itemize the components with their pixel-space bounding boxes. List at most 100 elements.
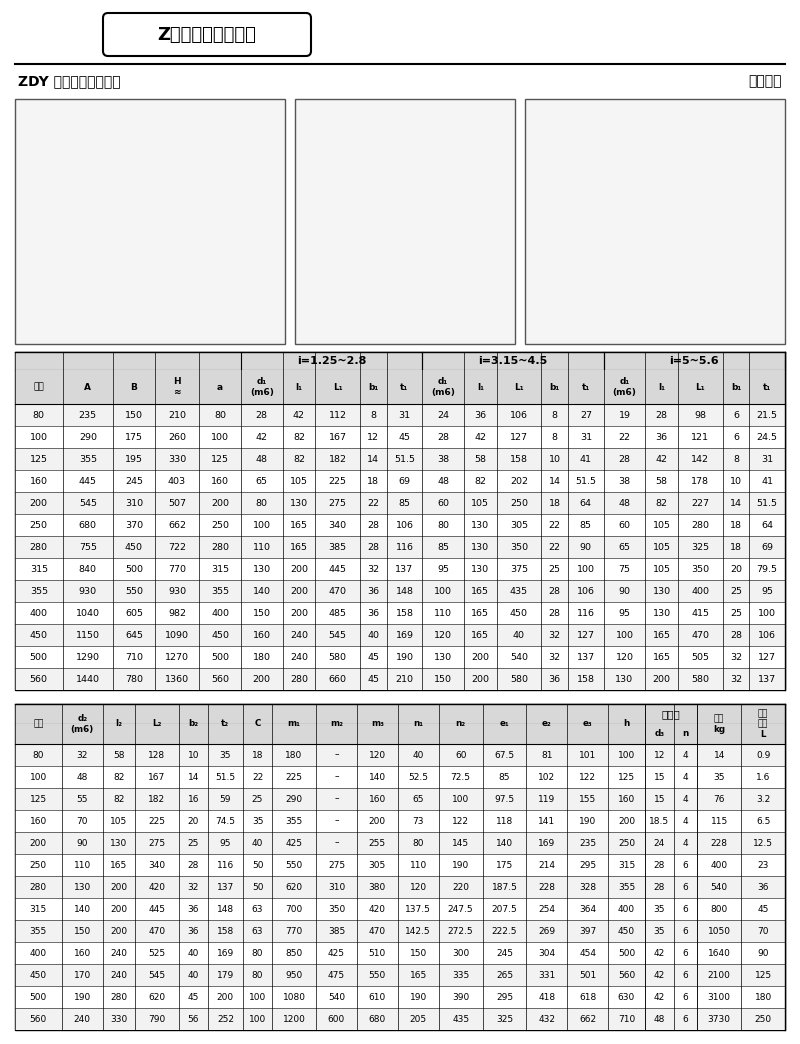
- Text: n₂: n₂: [455, 719, 466, 729]
- Text: 31: 31: [580, 432, 592, 442]
- Text: 315: 315: [30, 565, 48, 573]
- Text: 6.5: 6.5: [756, 816, 770, 826]
- Text: 80: 80: [252, 949, 263, 957]
- Text: 6: 6: [682, 1015, 689, 1023]
- Text: 200: 200: [30, 498, 48, 507]
- Text: 420: 420: [369, 904, 386, 914]
- Text: 81: 81: [541, 751, 553, 759]
- Text: 280: 280: [211, 543, 229, 551]
- Text: 28: 28: [618, 454, 630, 464]
- Text: 42: 42: [654, 993, 665, 1001]
- Text: L₂: L₂: [152, 719, 162, 729]
- Text: H
≈: H ≈: [174, 377, 181, 397]
- Text: 167: 167: [329, 432, 346, 442]
- Text: 41: 41: [580, 454, 592, 464]
- Text: 550: 550: [369, 971, 386, 979]
- Text: 100: 100: [452, 794, 470, 804]
- Bar: [15, 536, 785, 557]
- Text: 580: 580: [691, 674, 710, 684]
- Text: 385: 385: [328, 926, 345, 935]
- Text: 450: 450: [30, 631, 48, 640]
- Text: 130: 130: [434, 652, 452, 662]
- Text: 85: 85: [580, 521, 592, 529]
- Text: 560: 560: [211, 674, 229, 684]
- Text: 200: 200: [471, 674, 490, 684]
- Text: 165: 165: [471, 587, 490, 595]
- Text: 28: 28: [187, 860, 199, 870]
- Text: 355: 355: [286, 816, 302, 826]
- Text: 64: 64: [580, 498, 592, 507]
- Text: l₁: l₁: [658, 382, 665, 392]
- Text: 85: 85: [437, 543, 449, 551]
- Text: 51.5: 51.5: [394, 454, 415, 464]
- Text: 85: 85: [398, 498, 410, 507]
- Text: 8: 8: [733, 454, 739, 464]
- Text: 140: 140: [496, 838, 513, 848]
- Text: 25: 25: [730, 587, 742, 595]
- Text: 425: 425: [286, 838, 302, 848]
- Text: 618: 618: [579, 993, 596, 1001]
- Text: 240: 240: [290, 652, 308, 662]
- Text: 225: 225: [329, 476, 346, 485]
- Text: 130: 130: [110, 838, 127, 848]
- Text: 80: 80: [33, 410, 45, 420]
- Text: 98: 98: [694, 410, 706, 420]
- Text: –: –: [334, 838, 338, 848]
- Text: 645: 645: [125, 631, 143, 640]
- Text: 142: 142: [691, 454, 710, 464]
- Bar: [15, 920, 785, 942]
- Text: 142.5: 142.5: [406, 926, 431, 935]
- Text: 50: 50: [252, 882, 263, 892]
- Text: 120: 120: [410, 882, 427, 892]
- Text: 35: 35: [654, 904, 665, 914]
- Text: 620: 620: [286, 882, 302, 892]
- Text: 252: 252: [217, 1015, 234, 1023]
- Text: 800: 800: [710, 904, 728, 914]
- Text: 4: 4: [683, 751, 689, 759]
- Text: 178: 178: [691, 476, 710, 485]
- Text: –: –: [334, 751, 338, 759]
- Text: 315: 315: [211, 565, 229, 573]
- Text: 500: 500: [30, 993, 47, 1001]
- Text: 470: 470: [148, 926, 166, 935]
- Text: 6: 6: [733, 432, 739, 442]
- Text: 48: 48: [654, 1015, 665, 1023]
- Text: 125: 125: [618, 773, 635, 782]
- Text: 18: 18: [549, 498, 561, 507]
- Text: e₃: e₃: [583, 719, 593, 729]
- Text: 82: 82: [474, 476, 486, 485]
- Text: 400: 400: [30, 609, 48, 617]
- Text: 160: 160: [30, 816, 47, 826]
- Text: 48: 48: [256, 454, 268, 464]
- Text: 48: 48: [77, 773, 88, 782]
- Text: 137: 137: [395, 565, 414, 573]
- Text: 165: 165: [471, 609, 490, 617]
- Text: 10: 10: [187, 751, 199, 759]
- Text: e₁: e₁: [499, 719, 510, 729]
- Text: 125: 125: [754, 971, 772, 979]
- Text: 130: 130: [253, 565, 271, 573]
- Text: 432: 432: [538, 1015, 555, 1023]
- Text: 930: 930: [168, 587, 186, 595]
- Text: 165: 165: [653, 631, 670, 640]
- Text: 80: 80: [256, 498, 268, 507]
- Text: 12: 12: [654, 751, 665, 759]
- Text: 24: 24: [437, 410, 449, 420]
- Text: 500: 500: [125, 565, 143, 573]
- Text: 19: 19: [618, 410, 630, 420]
- Text: 160: 160: [30, 476, 48, 485]
- Text: 158: 158: [395, 609, 414, 617]
- Text: 28: 28: [437, 432, 449, 442]
- Text: 6: 6: [682, 926, 689, 935]
- Text: 540: 540: [328, 993, 345, 1001]
- Text: 331: 331: [538, 971, 555, 979]
- Text: 169: 169: [538, 838, 555, 848]
- Text: 485: 485: [329, 609, 346, 617]
- Text: 300: 300: [452, 949, 470, 957]
- Text: 6: 6: [682, 860, 689, 870]
- Text: 254: 254: [538, 904, 555, 914]
- Text: 620: 620: [148, 993, 166, 1001]
- Text: 290: 290: [286, 794, 302, 804]
- Text: 116: 116: [577, 609, 595, 617]
- Text: 35: 35: [220, 751, 231, 759]
